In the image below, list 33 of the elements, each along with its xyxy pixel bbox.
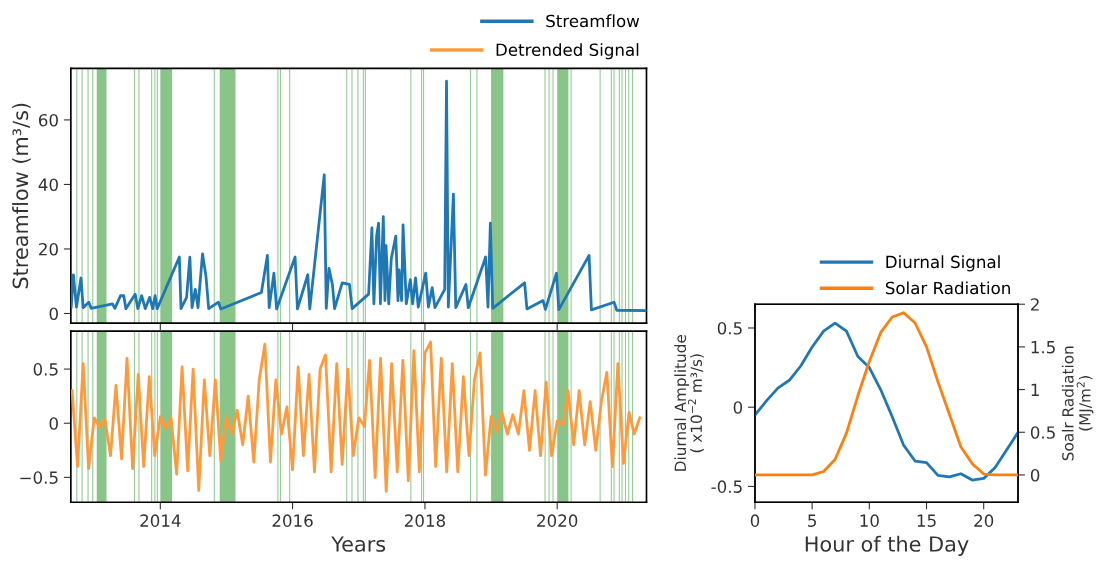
y-tick-label: 0: [49, 307, 58, 321]
x-tick-label: 2016: [272, 514, 313, 527]
y-tick-label: 60: [39, 113, 58, 127]
legend-label: Detrended Signal: [496, 43, 639, 60]
y-tick-label: -0.5: [711, 480, 742, 493]
y2-tick-label: 0: [1030, 468, 1040, 482]
x-tick-label: 0: [750, 514, 760, 527]
y-tick-label: 0: [49, 417, 58, 430]
y-tick-label: 0.5: [717, 321, 742, 335]
y-axis-title: Diurnal Amplitude ( x10$^{−2}$ m³/s): [674, 334, 704, 471]
x-tick-label: 5: [808, 514, 816, 527]
x-tick-label: 20: [974, 514, 994, 527]
y2-tick-label: 1.5: [1031, 341, 1055, 354]
legend-label: Diurnal Signal: [886, 255, 1000, 272]
y2-tick-label: 1: [1031, 383, 1039, 396]
x-tick-label: 10: [860, 514, 879, 527]
x-tick-label: 2018: [404, 514, 446, 527]
legend-label: Streamflow: [546, 14, 640, 28]
y2-tick-label: 0.5: [1030, 426, 1055, 439]
y2-tick-label: 2: [1031, 298, 1039, 311]
y-axis-title: Streamflow (m³/s): [12, 103, 31, 289]
legend-label: Solar Radiation: [885, 281, 1010, 295]
y-tick-label: 0: [733, 401, 743, 414]
y-tick-label: 20: [39, 242, 58, 256]
x-tick-label: 15: [917, 514, 936, 527]
x-axis-title: Hour of the Day: [805, 535, 969, 556]
y-tick-label: 40: [38, 178, 58, 192]
x-tick-label: 2014: [140, 514, 181, 527]
y2-axis-title: Soalr Radiation (MJ/m$^{2}$): [1061, 346, 1094, 461]
y-tick-label: −0.5: [20, 471, 58, 484]
x-axis-title: Years: [331, 536, 386, 552]
y-tick-label: 0.5: [33, 363, 58, 376]
x-tick-label: 2020: [537, 514, 578, 527]
